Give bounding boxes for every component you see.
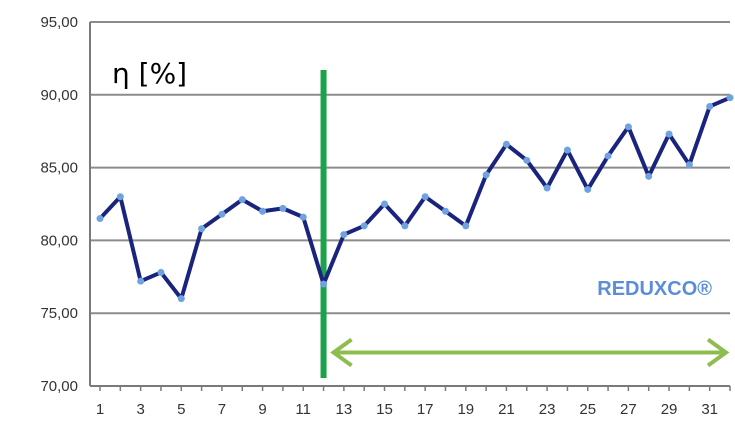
data-point (96, 215, 104, 223)
y-tick-label: 85,00 (40, 160, 78, 177)
data-point (218, 210, 226, 218)
x-tick-label: 15 (376, 401, 393, 418)
data-point (157, 268, 165, 276)
data-point (340, 231, 348, 239)
x-tick-label: 13 (336, 401, 353, 418)
data-point (360, 222, 368, 230)
x-tick-label: 17 (417, 401, 434, 418)
x-tick-label: 3 (136, 401, 144, 418)
y-tick-label: 70,00 (40, 378, 78, 395)
data-point (563, 146, 571, 154)
x-tick-label: 21 (498, 401, 515, 418)
data-point (279, 204, 287, 212)
data-point (482, 171, 490, 179)
axes (89, 22, 731, 391)
y-tick-label: 90,00 (40, 87, 78, 104)
arrow-head-right (706, 337, 730, 368)
x-tick-label: 5 (177, 401, 185, 418)
data-point (624, 123, 632, 131)
x-tick-label: 25 (579, 401, 596, 418)
series-group (96, 94, 734, 303)
data-point (523, 156, 531, 164)
data-point (401, 222, 409, 230)
x-tick-label: 11 (295, 401, 311, 418)
annotations (320, 70, 730, 378)
data-point (685, 161, 693, 169)
data-point (706, 102, 714, 110)
data-point (238, 196, 246, 204)
x-tick-label: 19 (457, 401, 474, 418)
data-point (137, 277, 145, 285)
data-point (645, 172, 653, 180)
reduxco-label: REDUXCO® (597, 278, 712, 300)
data-point (543, 184, 551, 192)
x-tick-label: 31 (701, 401, 718, 418)
y-tick-label: 75,00 (40, 305, 78, 322)
x-tick-label: 7 (218, 401, 226, 418)
x-tick-label: 27 (620, 401, 637, 418)
x-tick-label: 9 (258, 401, 266, 418)
y-tick-labels: 70,00 75,00 80,00 85,00 90,00 95,00 (40, 14, 78, 395)
data-point (665, 130, 673, 138)
data-point (259, 207, 267, 215)
x-tick-label: 1 (96, 401, 104, 418)
data-point (381, 200, 389, 208)
data-point (177, 295, 185, 303)
y-axis-label: η [%] (112, 57, 187, 90)
data-point (726, 94, 734, 102)
data-point (299, 213, 307, 221)
y-tick-label: 95,00 (40, 14, 78, 31)
data-point (462, 222, 470, 230)
y-tick-label: 80,00 (40, 232, 78, 249)
data-point (584, 185, 592, 193)
arrow-head-left (330, 337, 353, 368)
data-point (198, 225, 206, 233)
data-point (441, 207, 449, 215)
x-tick-labels: 1 3 5 7 9 11 13 15 17 19 21 23 25 27 29 31 (96, 401, 718, 418)
data-point (502, 140, 510, 148)
x-tick-label: 23 (539, 401, 556, 418)
x-tick-label: 29 (661, 401, 678, 418)
data-point (421, 193, 429, 201)
data-point (116, 193, 124, 201)
data-point (320, 280, 328, 288)
data-point (604, 152, 612, 160)
series-line (98, 95, 731, 301)
